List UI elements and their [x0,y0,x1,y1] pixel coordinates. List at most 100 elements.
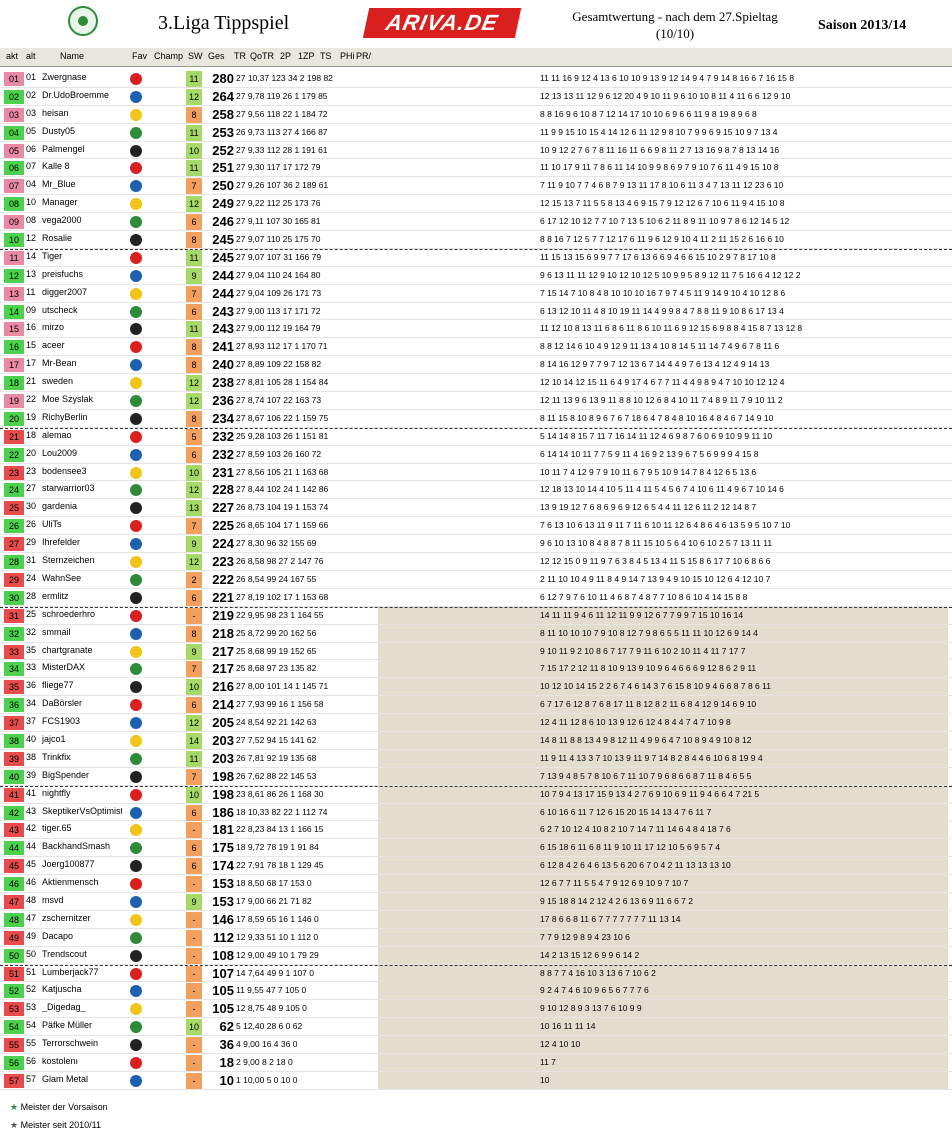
favorite-club-icon [130,359,142,372]
rank-current: 22 [4,447,24,462]
player-name[interactable]: Kalle 8 [42,161,70,172]
player-name[interactable]: Trinkfix [42,751,71,762]
player-name[interactable]: fliege77 [42,680,74,691]
player-name[interactable]: mirzo [42,322,64,333]
player-name[interactable]: nightfly [42,787,71,798]
table-row: 53 53 _Digedag_ -105 12 8,75 48 9 105 0 9 10 … [0,1000,952,1019]
player-name[interactable]: MisterDAX [42,662,86,673]
player-name[interactable]: Lou2009 [42,447,78,458]
rank-current: 20 [4,411,24,426]
player-name[interactable]: UliTs [42,519,62,530]
table-row: 15 16 mirzo 11 243 27 9,00 112 19 164 79 11 12… [0,320,952,339]
player-name[interactable]: zschernitzer [42,912,91,923]
rank-current: 47 [4,894,24,909]
player-name[interactable]: heisan [42,107,69,118]
player-name[interactable]: Katjuscha [42,984,82,995]
history-bar [378,946,948,964]
total-points: 174 [212,858,234,874]
player-name[interactable]: Sternzeichen [42,555,95,566]
player-name[interactable]: DaBörsler [42,698,83,709]
player-name[interactable]: aceer [42,340,65,351]
player-name[interactable]: _Digedag_ [42,1002,86,1013]
matchday-history: 7 13 9 4 8 5 7 8 10 6 7 11 10 7 9 6 8 6 … [540,770,752,781]
matchday-history: 13 9 19 12 7 6 8 6 9 6 9 12 6 5 4 4 11 1… [540,502,757,513]
rank-previous: 19 [26,411,37,422]
rank-current: 25 [4,501,24,516]
ariva-brand-logo[interactable]: ARIVA.DE [362,8,522,38]
player-name[interactable]: Rosalie [42,233,73,244]
matchday-history: 14 8 11 8 8 13 4 9 8 12 11 4 9 9 6 4 7 1… [540,734,752,745]
player-name[interactable]: bodensee3 [42,465,87,476]
player-name[interactable]: preisfuchs [42,268,84,279]
player-name[interactable]: msvd [42,894,64,905]
matchday-points: 12 [186,393,202,410]
history-bar [378,660,948,678]
player-name[interactable]: Trendscout [42,948,87,959]
player-name[interactable]: Joerg100877 [42,859,95,870]
player-name[interactable]: chartgranate [42,644,93,655]
player-name[interactable]: Aktienmensch [42,877,99,888]
matchday-points: 6 [186,446,202,463]
matchday-history: 6 14 14 10 11 7 7 5 9 11 4 16 9 2 13 9 6… [540,448,759,459]
matchday-history: 9 6 10 13 10 8 4 8 8 7 8 11 15 10 5 6 4 … [540,538,773,549]
player-stats: 2 9,00 8 2 18 0 [236,1056,293,1067]
player-name[interactable]: alemao [42,429,72,440]
player-name[interactable]: sweden [42,376,74,387]
table-row: 33 35 chartgranate 9 217 25 8,68 99 19 152 65… [0,642,952,661]
player-name[interactable]: WahnSee [42,572,82,583]
player-name[interactable]: schroederhro [42,608,96,619]
player-name[interactable]: ermlitz [42,590,69,601]
player-stats: 27 8,59 103 26 160 72 [236,448,322,459]
player-name[interactable]: kostolenı [42,1055,79,1066]
player-name[interactable]: Manager [42,197,78,208]
player-name[interactable]: vega2000 [42,215,82,226]
player-name[interactable]: Dacapo [42,930,74,941]
favorite-club-icon [130,824,142,837]
player-name[interactable]: FCS1903 [42,716,81,727]
player-name[interactable]: Päfke Müller [42,1020,93,1031]
rank-current: 23 [4,465,24,480]
favorite-club-icon [130,967,142,980]
player-name[interactable]: Moe Szyslak [42,394,94,405]
player-name[interactable]: BigSpender [42,769,90,780]
player-name[interactable]: Zwergnase [42,72,87,82]
player-stats: 27 9,22 112 25 173 76 [236,198,321,209]
player-name[interactable]: digger2007 [42,286,88,297]
rank-previous: 39 [26,769,37,780]
rank-current: 05 [4,143,24,158]
player-name[interactable]: Tiger [42,250,63,261]
player-name[interactable]: starwarrior03 [42,483,95,494]
player-name[interactable]: Glam Metal [42,1073,89,1084]
player-name[interactable]: Palmengel [42,143,85,154]
player-name[interactable]: Ihrefelder [42,537,81,548]
player-name[interactable]: Dr.UdoBroemme [42,89,110,100]
player-name[interactable]: smmail [42,626,71,637]
player-name[interactable]: Mr_Blue [42,179,76,190]
total-points: 105 [212,983,234,999]
player-name[interactable]: BackhandSmash [42,841,111,852]
table-row: 47 48 msvd 9 153 17 9,00 66 21 71 82 9 15 18 8… [0,892,952,911]
rank-current: 08 [4,197,24,212]
favorite-club-icon [130,770,142,783]
player-name[interactable]: RichyBerlin [42,411,88,422]
matchday-history: 9 15 18 8 14 2 12 4 2 6 13 6 9 11 6 6 7 … [540,895,693,906]
player-name[interactable]: jajco1 [42,733,66,744]
rank-previous: 55 [26,1038,37,1049]
player-name[interactable]: tiger.65 [42,823,72,834]
player-name[interactable]: SkeptikerVsOptimist [42,805,122,816]
favorite-club-icon [130,538,142,551]
player-name[interactable]: Dusty05 [42,125,76,136]
player-name[interactable]: Lumberjack77 [42,966,99,977]
player-stats: 27 9,78 119 26 1 179 85 [236,90,328,101]
player-stats: 27 8,81 105 28 1 154 84 [236,377,329,388]
history-bar [378,928,948,946]
player-name[interactable]: gardenia [42,501,78,512]
player-name[interactable]: Terrorschwein [42,1038,99,1049]
player-name[interactable]: Mr-Bean [42,358,77,369]
matchday-points: 6 [186,303,202,320]
matchday-points: 6 [186,840,202,857]
player-name[interactable]: utscheck [42,304,78,315]
matchday-points: 12 [186,715,202,732]
matchday-points: 11 [186,71,202,87]
rank-current: 09 [4,215,24,230]
